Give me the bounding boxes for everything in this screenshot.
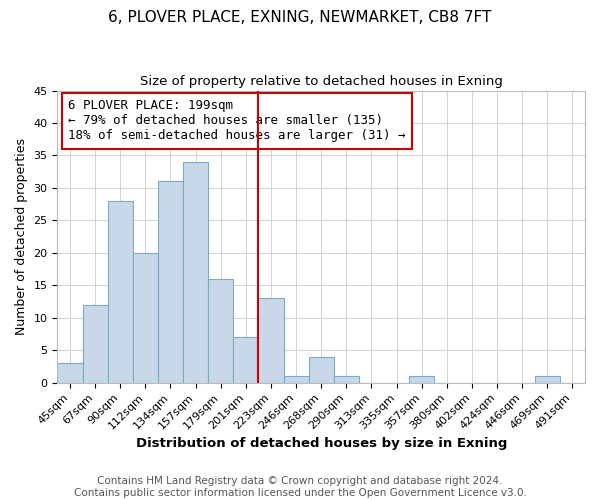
X-axis label: Distribution of detached houses by size in Exning: Distribution of detached houses by size … — [136, 437, 507, 450]
Text: 6 PLOVER PLACE: 199sqm
← 79% of detached houses are smaller (135)
18% of semi-de: 6 PLOVER PLACE: 199sqm ← 79% of detached… — [68, 100, 406, 142]
Bar — [158, 182, 183, 382]
Text: Contains HM Land Registry data © Crown copyright and database right 2024.
Contai: Contains HM Land Registry data © Crown c… — [74, 476, 526, 498]
Bar — [259, 298, 284, 382]
Bar — [233, 338, 259, 382]
Bar — [308, 357, 334, 382]
Y-axis label: Number of detached properties: Number of detached properties — [15, 138, 28, 335]
Bar — [535, 376, 560, 382]
Bar — [208, 279, 233, 382]
Bar — [107, 201, 133, 382]
Bar — [334, 376, 359, 382]
Text: 6, PLOVER PLACE, EXNING, NEWMARKET, CB8 7FT: 6, PLOVER PLACE, EXNING, NEWMARKET, CB8 … — [109, 10, 491, 25]
Bar — [284, 376, 308, 382]
Bar — [183, 162, 208, 382]
Bar — [133, 253, 158, 382]
Bar — [83, 305, 107, 382]
Bar — [58, 364, 83, 382]
Title: Size of property relative to detached houses in Exning: Size of property relative to detached ho… — [140, 75, 503, 88]
Bar — [409, 376, 434, 382]
